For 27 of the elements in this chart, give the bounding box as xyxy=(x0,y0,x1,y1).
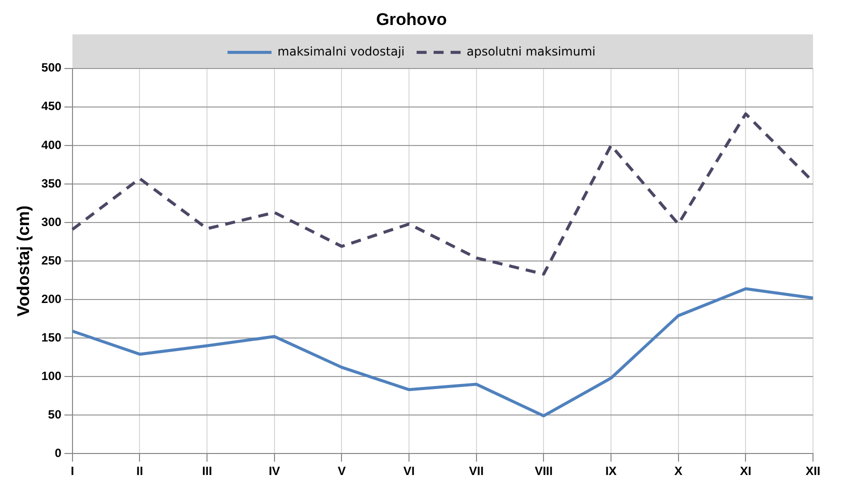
y-tick-label: 500 xyxy=(41,60,62,75)
x-tick-label: VII xyxy=(469,464,484,478)
x-tick-label: III xyxy=(202,464,212,478)
y-tick-label: 0 xyxy=(54,446,62,460)
y-axis-title: Vodostaj (cm) xyxy=(14,205,33,317)
legend-label: maksimalni vodostaji xyxy=(278,44,405,59)
y-tick-label: 400 xyxy=(41,138,62,152)
x-tick-label: IX xyxy=(605,464,617,478)
x-tick-label: XI xyxy=(740,464,752,478)
legend-label: apsolutni maksimumi xyxy=(466,44,596,59)
y-tick-label: 150 xyxy=(41,330,62,344)
x-tick-label: XII xyxy=(806,464,820,478)
x-tick-label: V xyxy=(338,464,346,478)
x-tick-label: II xyxy=(136,464,144,478)
y-tick-label: 200 xyxy=(41,292,62,306)
y-tick-label: 50 xyxy=(48,407,62,422)
x-tick-label: VI xyxy=(403,464,415,478)
chart-title: Grohovo xyxy=(376,10,447,29)
x-tick-label: I xyxy=(70,464,74,478)
y-tick-label: 350 xyxy=(41,176,62,190)
x-tick-label: X xyxy=(674,464,682,478)
y-tick-label: 100 xyxy=(41,368,62,383)
x-tick-label: IV xyxy=(268,464,280,478)
y-tick-label: 250 xyxy=(41,253,62,268)
y-tick-label: 450 xyxy=(41,99,62,114)
y-tick-label: 300 xyxy=(41,214,62,229)
x-tick-label: VIII xyxy=(534,464,553,478)
